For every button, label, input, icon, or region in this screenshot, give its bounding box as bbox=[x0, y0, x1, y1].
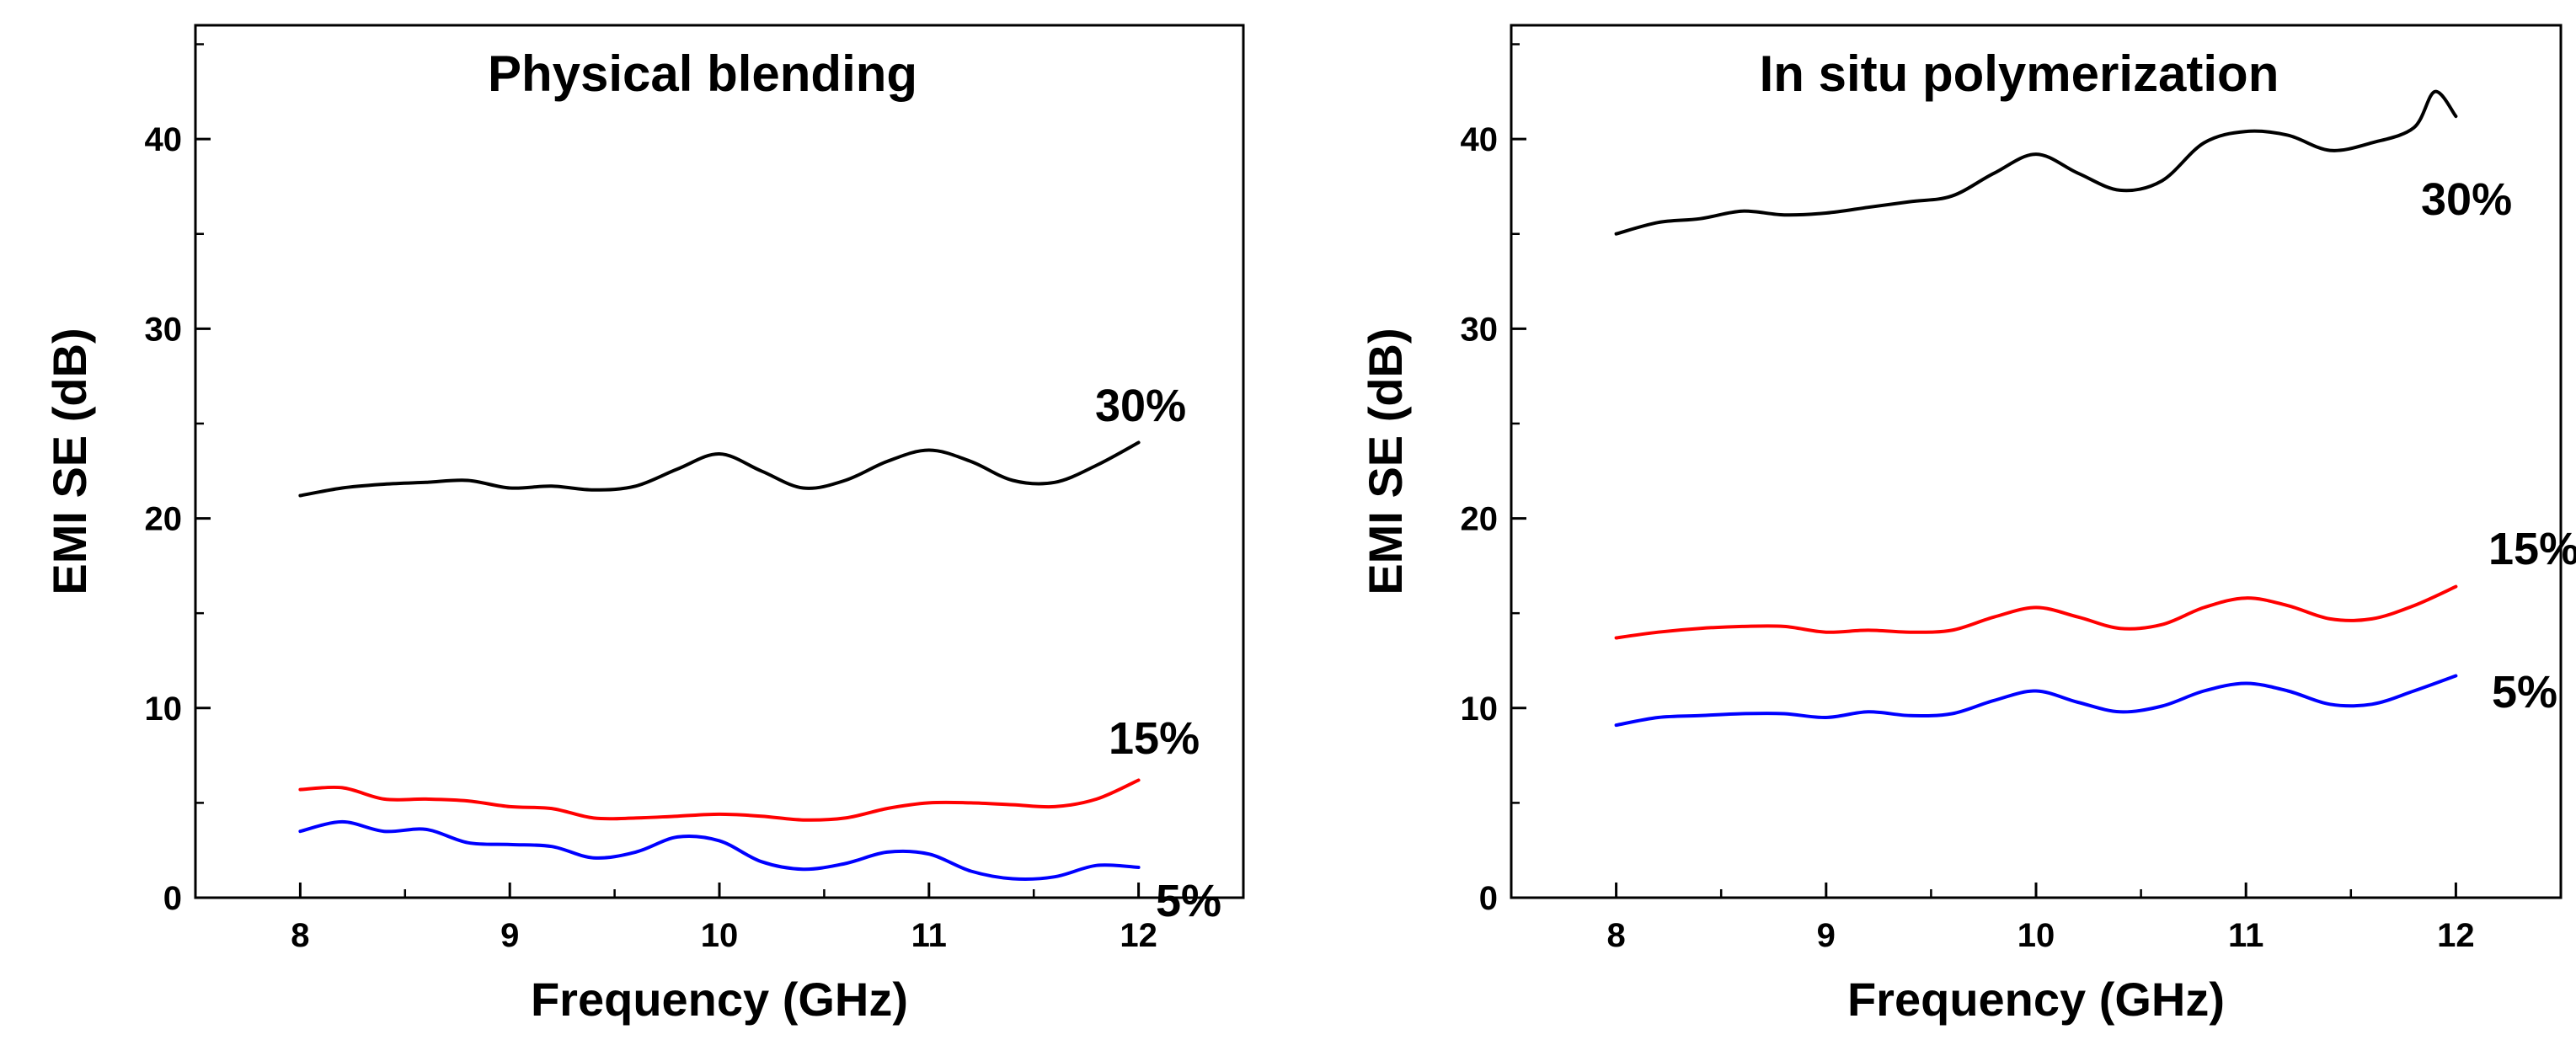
y-tick-label: 10 bbox=[145, 691, 183, 728]
x-tick-label: 10 bbox=[2018, 917, 2055, 954]
x-tick-label: 9 bbox=[1817, 917, 1836, 954]
series-line-fifteen bbox=[1614, 584, 2458, 640]
x-tick-label: 8 bbox=[291, 917, 309, 954]
x-tick-label: 10 bbox=[701, 917, 739, 954]
y-tick-label: 20 bbox=[145, 501, 183, 538]
y-tick-label: 40 bbox=[145, 121, 183, 158]
x-tick-label: 8 bbox=[1606, 917, 1625, 954]
panel-title: In situ polymerization bbox=[1760, 45, 2279, 102]
series-line-thirty bbox=[1614, 89, 2458, 236]
y-axis-title: EMI SE (dB) bbox=[1359, 328, 1412, 595]
x-axis-title: Frequency (GHz) bbox=[531, 973, 908, 1026]
x-tick-label: 12 bbox=[1120, 917, 1157, 954]
y-tick-label: 40 bbox=[1461, 121, 1499, 158]
y-tick-label: 10 bbox=[1461, 691, 1499, 728]
series-label-thirty: 30% bbox=[1095, 381, 1186, 431]
plot-frame bbox=[1510, 24, 2563, 899]
x-tick-label: 11 bbox=[911, 917, 947, 954]
series-label-fifteen: 15% bbox=[1109, 713, 1200, 764]
series-line-five bbox=[298, 819, 1141, 881]
plot-frame bbox=[194, 24, 1245, 899]
y-axis-title: EMI SE (dB) bbox=[43, 328, 96, 595]
series-line-fifteen bbox=[298, 778, 1141, 822]
x-tick-label: 12 bbox=[2437, 917, 2475, 954]
panel-physical-blending: 8 9 10 11 12 0 10 20 30 40 Frequency (GHz) EMI SE (… bbox=[43, 24, 1245, 1026]
x-axis-title: Frequency (GHz) bbox=[1847, 973, 2225, 1026]
y-tick-label: 0 bbox=[163, 880, 182, 917]
series-label-five: 5% bbox=[2492, 667, 2557, 717]
series-label-fifteen: 15% bbox=[2488, 524, 2576, 574]
series-line-thirty bbox=[298, 440, 1141, 498]
y-tick-label: 30 bbox=[145, 311, 183, 348]
x-tick-label: 11 bbox=[2228, 917, 2263, 954]
panel-title: Physical blending bbox=[488, 45, 917, 102]
panel-in-situ-polymerization: 8 9 10 11 12 0 10 20 30 40 Frequency (GHz) EMI SE (… bbox=[1359, 24, 2576, 1026]
x-tick-label: 9 bbox=[500, 917, 519, 954]
y-tick-label: 20 bbox=[1461, 501, 1499, 538]
series-label-five: 5% bbox=[1156, 876, 1221, 926]
y-tick-label: 0 bbox=[1479, 880, 1498, 917]
series-label-thirty: 30% bbox=[2421, 174, 2512, 225]
y-tick-label: 30 bbox=[1461, 311, 1499, 348]
series-line-five bbox=[1614, 674, 2458, 728]
